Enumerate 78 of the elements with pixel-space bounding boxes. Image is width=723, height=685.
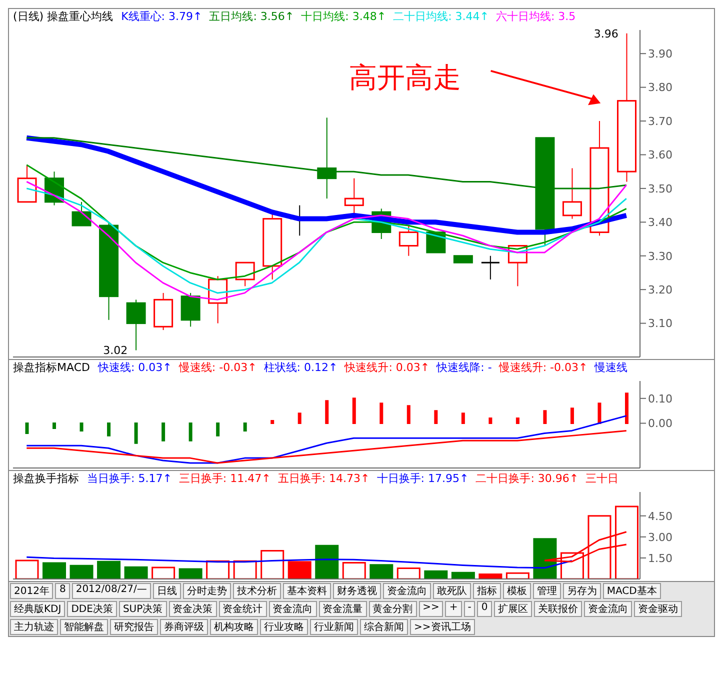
text: 资金流向 bbox=[268, 601, 317, 617]
annotation: 高开高走 bbox=[349, 60, 461, 96]
text: 0 bbox=[477, 601, 492, 617]
text: 分时走势 bbox=[182, 583, 231, 599]
y-tick-label: 0.00 bbox=[648, 417, 672, 430]
text: 黄金分割 bbox=[368, 601, 417, 617]
annotation: 3.02 bbox=[103, 344, 128, 358]
text: >>资讯工场 bbox=[410, 619, 475, 635]
text: 研究报告 bbox=[110, 619, 158, 635]
text: 六十日均线: 3.5 bbox=[496, 10, 576, 23]
text: 二十日换手: 30.96↑ bbox=[476, 472, 579, 485]
text: 财务透视 bbox=[332, 583, 381, 599]
text: 日线 bbox=[152, 583, 181, 599]
text: 券商评级 bbox=[160, 619, 208, 635]
text: 指标 bbox=[472, 583, 501, 599]
text: - bbox=[464, 601, 476, 617]
text: 敢死队 bbox=[432, 583, 471, 599]
y-tick-label: 3.90 bbox=[648, 48, 672, 61]
text: 快速线: 0.03↑ bbox=[98, 361, 172, 374]
text: K线重心: 3.79↑ bbox=[121, 10, 202, 23]
text: 扩展区 bbox=[494, 601, 532, 617]
chart-title: 操盘指标MACD bbox=[13, 361, 90, 374]
text: >> bbox=[418, 601, 444, 617]
chart-title: 操盘换手指标 bbox=[13, 472, 79, 485]
text: 主力轨迹 bbox=[10, 619, 58, 635]
y-tick-label: 3.30 bbox=[648, 250, 672, 263]
y-tick-label: 3.50 bbox=[648, 182, 672, 196]
y-tick-label: 3.40 bbox=[648, 216, 672, 230]
text: 五日换手: 14.73↑ bbox=[278, 472, 370, 485]
text: 三日换手: 11.47↑ bbox=[178, 472, 271, 485]
text: 资金流量 bbox=[318, 601, 367, 617]
text: 慢速线 bbox=[594, 361, 628, 374]
y-tick-label: 3.80 bbox=[648, 81, 672, 94]
text: 资金流向 bbox=[382, 583, 431, 599]
y-tick-label: 1.50 bbox=[648, 552, 672, 565]
text: 另存为 bbox=[562, 583, 601, 599]
y-tick-label: 3.60 bbox=[648, 148, 672, 162]
text: 技术分析 bbox=[232, 583, 281, 599]
y-tick-label: 3.10 bbox=[648, 317, 672, 330]
y-tick-label: 4.50 bbox=[648, 510, 672, 523]
y-tick-label: 3.70 bbox=[648, 114, 672, 128]
text: 慢速线: -0.03↑ bbox=[178, 361, 257, 374]
text: 资金统计 bbox=[218, 601, 267, 617]
text: + bbox=[445, 601, 462, 617]
text: 柱状线: 0.12↑ bbox=[264, 361, 338, 374]
text: 五日均线: 3.56↑ bbox=[209, 10, 294, 23]
text: 模板 bbox=[502, 583, 531, 599]
text: 经典版KDJ bbox=[10, 601, 66, 617]
text: 基本资料 bbox=[282, 583, 331, 599]
text: 十日均线: 3.48↑ bbox=[301, 10, 386, 23]
text: 快速线升: 0.03↑ bbox=[344, 361, 430, 374]
y-tick-label: 0.10 bbox=[648, 392, 672, 406]
text: 当日换手: 5.17↑ bbox=[87, 472, 172, 485]
text: 关联报价 bbox=[534, 601, 582, 617]
text: DDE决策 bbox=[67, 601, 117, 617]
text: 十日换手: 17.95↑ bbox=[376, 472, 469, 485]
text: 快速线降: - bbox=[436, 361, 492, 374]
y-tick-label: 3.00 bbox=[648, 530, 672, 544]
text: 资金驱动 bbox=[634, 601, 682, 617]
text: SUP决策 bbox=[118, 601, 167, 617]
y-tick-label: 3.20 bbox=[648, 283, 672, 296]
text: MACD基本 bbox=[602, 583, 661, 599]
annotation: 3.96 bbox=[594, 27, 618, 40]
text: 机构攻略 bbox=[210, 619, 258, 635]
text: 三十日 bbox=[586, 472, 619, 485]
text: 2012年 bbox=[10, 583, 54, 599]
text: 2012/08/27/— bbox=[72, 583, 151, 599]
text: 资金流向 bbox=[584, 601, 632, 617]
text: 行业攻略 bbox=[260, 619, 308, 635]
text: 资金决策 bbox=[168, 601, 217, 617]
text: 管理 bbox=[532, 583, 561, 599]
text: 8 bbox=[55, 583, 70, 599]
text: 行业新闻 bbox=[310, 619, 358, 635]
text: 慢速线升: -0.03↑ bbox=[498, 361, 588, 374]
chart-title: (日线) 操盘重心均线 bbox=[13, 10, 114, 23]
text: 二十日均线: 3.44↑ bbox=[393, 10, 489, 23]
text: 智能解盘 bbox=[60, 619, 108, 635]
text: 综合新闻 bbox=[360, 619, 408, 635]
